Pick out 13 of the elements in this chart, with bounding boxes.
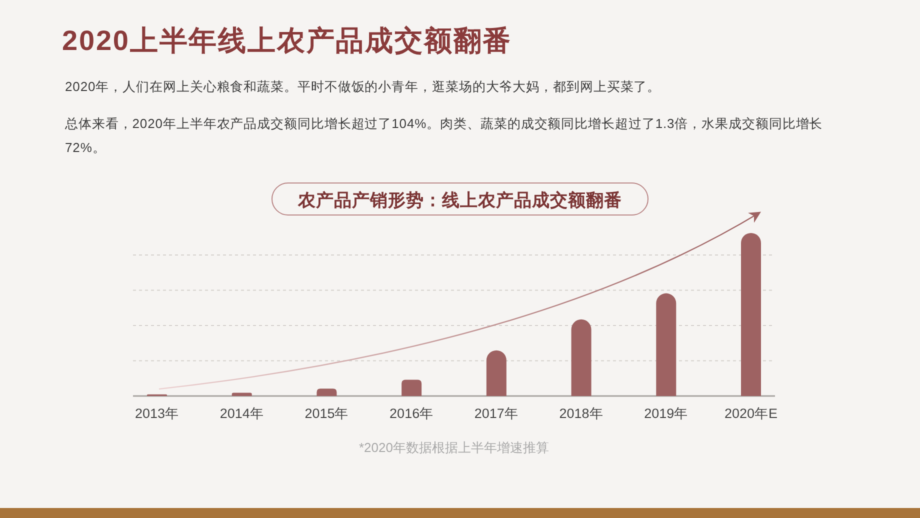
x-tick-label: 2015年: [304, 406, 349, 421]
x-tick-label: 2016年: [390, 406, 434, 421]
text: *2020年数据根据上半年增速推算: [359, 440, 549, 455]
text: 总体来看，2020年上半年农产品成交额同比增长超过了104%。肉类、蔬菜的成交额同比增长超过了1.3倍，水果成交额同比增长72%。: [65, 115, 824, 157]
x-tick-label: 2014年: [220, 406, 264, 421]
x-tick-label: 2020年E: [724, 406, 778, 421]
x-tick-label: 2013年: [134, 406, 180, 421]
x-tick-label: 2017年: [474, 406, 518, 421]
text: 2020年，人们在网上关心粮食和蔬菜。平时不做饭的小青年，逛菜场的大爷大妈，都到网上买菜了。: [65, 78, 662, 96]
chart-subtitle: 农产品产销形势：线上农产品成交额翻番: [297, 190, 622, 210]
chart-title: 2020上半年线上农产品成交额翻番: [62, 24, 512, 58]
x-tick-label: 2019年: [644, 406, 688, 421]
x-tick-label: 2018年: [559, 406, 604, 421]
